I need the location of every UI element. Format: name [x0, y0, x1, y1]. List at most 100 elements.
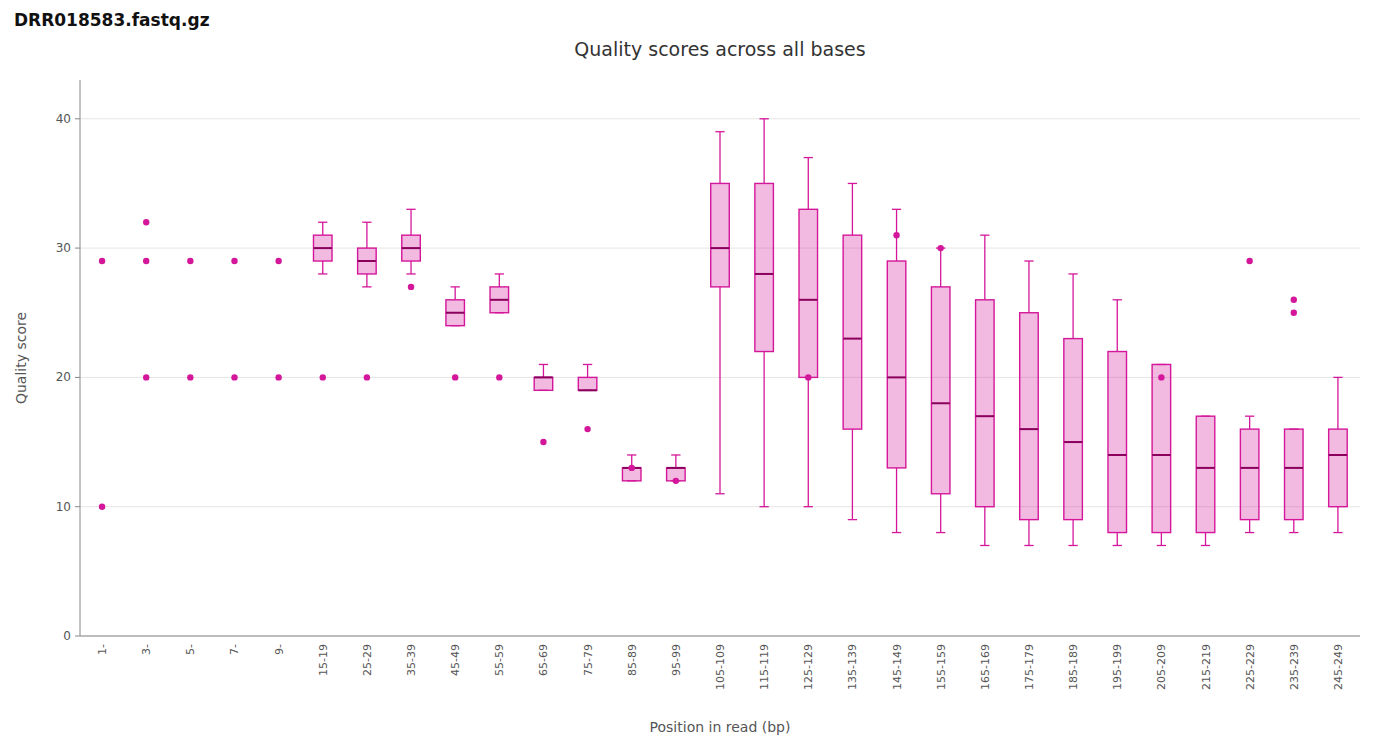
median — [1020, 428, 1039, 430]
whisker-cap-low — [318, 273, 327, 274]
whisker-cap-low — [1068, 545, 1077, 546]
box-group — [667, 455, 686, 484]
box-group — [1152, 364, 1171, 545]
x-tick-label: 155-159 — [935, 644, 948, 690]
box-group — [1196, 416, 1215, 545]
y-tick — [75, 506, 80, 507]
median — [1152, 454, 1171, 456]
y-axis-label: Quality score — [13, 312, 29, 404]
median — [1108, 454, 1127, 456]
whisker-cap-high — [451, 286, 460, 287]
x-axis-label: Position in read (bp) — [650, 719, 791, 735]
whisker-high — [1072, 274, 1073, 339]
box — [755, 183, 774, 351]
x-tick-label: 65-69 — [537, 644, 550, 676]
flier — [231, 374, 237, 380]
whisker-high — [543, 364, 544, 377]
median — [1240, 467, 1259, 469]
whisker-high — [940, 248, 941, 287]
whisker-cap-low — [804, 506, 813, 507]
flier — [364, 374, 370, 380]
box-group — [1020, 261, 1039, 545]
whisker-cap-high — [760, 118, 769, 119]
x-tick-label: 125-129 — [802, 644, 815, 690]
whisker-cap-low — [760, 506, 769, 507]
whisker-high — [1249, 416, 1250, 429]
box — [1152, 364, 1171, 532]
median — [490, 299, 509, 301]
box-group — [231, 258, 237, 381]
box — [490, 287, 509, 313]
whisker-low — [366, 274, 367, 287]
median-dot — [275, 258, 281, 264]
x-tick-label: 135-139 — [846, 644, 859, 690]
x-tick-label: 245-249 — [1332, 644, 1345, 690]
median — [1196, 467, 1215, 469]
grid-line — [80, 248, 1360, 249]
median — [667, 467, 686, 469]
whisker-low — [1117, 533, 1118, 546]
whisker-cap-high — [583, 364, 592, 365]
median — [799, 299, 818, 301]
box-group — [143, 219, 149, 381]
grid-line — [80, 118, 1360, 119]
whisker-cap-high — [362, 222, 371, 223]
box — [1285, 429, 1304, 520]
box-group — [187, 258, 193, 381]
median — [313, 247, 332, 249]
whisker-high — [455, 287, 456, 300]
median — [931, 402, 950, 404]
x-tick-label: 45-49 — [449, 644, 462, 676]
x-tick-label: 9- — [273, 644, 286, 655]
box-group — [275, 258, 281, 381]
median — [578, 389, 597, 391]
median — [976, 415, 995, 417]
box — [887, 261, 906, 468]
box-group — [534, 364, 553, 445]
whisker-cap-high — [406, 209, 415, 210]
median-dot — [231, 258, 237, 264]
box — [358, 248, 377, 274]
whisker-cap-high — [495, 273, 504, 274]
grid: 010203040 — [56, 112, 1360, 643]
x-tick-label: 195-199 — [1111, 644, 1124, 690]
whisker-high — [719, 132, 720, 184]
x-tick-label: 95-99 — [670, 644, 683, 676]
whisker-high — [675, 455, 676, 468]
x-axis-line — [80, 636, 1360, 637]
y-tick-label: 40 — [56, 112, 71, 126]
flier — [143, 374, 149, 380]
y-tick-label: 20 — [56, 370, 71, 384]
x-tick-label: 3- — [140, 644, 153, 655]
whisker-cap-low — [848, 519, 857, 520]
whisker-cap-high — [980, 235, 989, 236]
box-group — [313, 222, 332, 380]
y-tick-label: 0 — [63, 629, 71, 643]
whisker-high — [984, 235, 985, 300]
whisker-low — [719, 287, 720, 494]
y-tick — [75, 636, 80, 637]
box-group — [887, 209, 906, 532]
x-tick-label: 115-119 — [758, 644, 771, 690]
whisker-cap-low — [892, 532, 901, 533]
box-group — [711, 132, 730, 494]
marks — [99, 119, 1347, 546]
box-group — [622, 455, 641, 481]
y-axis-line — [80, 80, 81, 636]
whisker-cap-high — [318, 222, 327, 223]
whisker-low — [1337, 507, 1338, 533]
box-group — [931, 245, 950, 533]
whisker-cap-low — [1245, 532, 1254, 533]
box-group — [578, 364, 597, 432]
whisker-low — [852, 429, 853, 520]
whisker-high — [366, 222, 367, 248]
median-dot — [143, 258, 149, 264]
flier — [143, 219, 149, 225]
whisker-cap-high — [1024, 260, 1033, 261]
whisker-high — [852, 183, 853, 235]
median-dot — [187, 258, 193, 264]
box-group — [1329, 377, 1348, 532]
whisker-cap-low — [1024, 545, 1033, 546]
x-tick-label: 35-39 — [405, 644, 418, 676]
whisker-low — [322, 261, 323, 274]
